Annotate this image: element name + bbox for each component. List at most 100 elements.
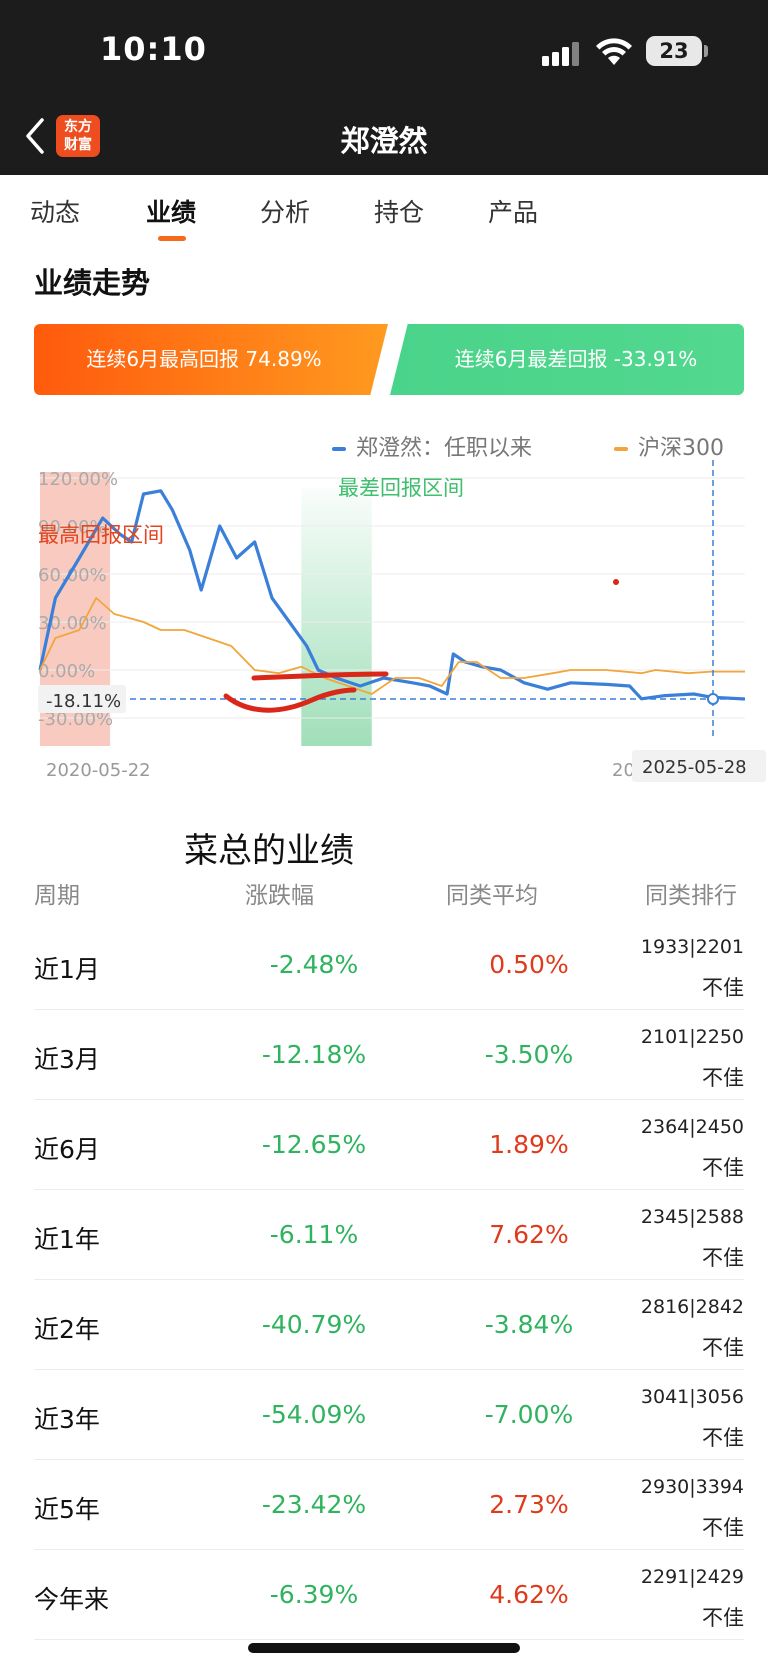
x-partial-label: 20 (612, 760, 635, 781)
index-return-line (39, 597, 745, 695)
legend-manager[interactable]: 郑澄然：任职以来 (332, 430, 532, 462)
tab-holdings[interactable]: 持仓 (374, 198, 425, 227)
rank-cell: 2816|2842 (640, 1296, 744, 1318)
home-indicator[interactable] (248, 1643, 520, 1653)
rank-cell: 2345|2588 (640, 1206, 744, 1228)
rank-verdict-cell: 不佳 (702, 1156, 744, 1180)
best-return-banner[interactable]: 连续6月最高回报 74.89% (34, 324, 388, 395)
rank-cell: 2101|2250 (640, 1026, 744, 1048)
latest-point (707, 692, 719, 705)
red-dot (613, 579, 619, 585)
status-time: 10:10 (100, 30, 207, 68)
category-average-cell: -7.00% (484, 1400, 574, 1429)
change-cell: -12.65% (261, 1130, 367, 1159)
table-row[interactable]: 今年来 -6.39% 4.62% 2291|2429 不佳 (34, 1550, 744, 1640)
table-header: 周期 涨跌幅 同类平均 同类排行 (0, 870, 768, 920)
handwritten-annotation: 菜总的业绩 (184, 831, 354, 871)
rank-cell: 2930|3394 (640, 1476, 744, 1498)
rank-verdict-cell: 不佳 (702, 1516, 744, 1540)
table-row[interactable]: 近1月 -2.48% 0.50% 1933|2201 不佳 (34, 920, 744, 1010)
tab-bar: 动态 业绩 分析 持仓 产品 (0, 175, 768, 245)
period-cell: 近1年 (34, 1225, 100, 1254)
change-cell: -40.79% (261, 1310, 367, 1339)
nav-bar: 东方 财富 郑澄然 (0, 100, 768, 175)
category-average-cell: 2.73% (489, 1490, 569, 1519)
hand-drawn-stroke (223, 687, 357, 713)
tab-dynamics[interactable]: 动态 (30, 198, 81, 227)
rank-cell: 1933|2201 (640, 936, 744, 958)
rank-verdict-cell: 不佳 (702, 1336, 744, 1360)
active-tab-indicator (158, 236, 186, 241)
logo-line-1: 东方 (64, 119, 92, 135)
best-zone-label: 最高回报区间 (38, 523, 164, 547)
tab-analysis[interactable]: 分析 (260, 198, 311, 227)
rank-verdict-cell: 不佳 (702, 1426, 744, 1450)
worst-return-banner[interactable]: 连续6月最差回报 -33.91% (390, 324, 744, 395)
category-average-cell: 4.62% (489, 1580, 569, 1609)
table-row[interactable]: 近3年 -54.09% -7.00% 3041|3056 不佳 (34, 1370, 744, 1460)
y-tick-label: 0.00% (38, 661, 95, 682)
cellular-signal-icon (542, 42, 579, 66)
legend-label-index: 沪深300 (638, 436, 724, 461)
y-tick-label: 120.00% (38, 469, 118, 490)
header-category-rank: 同类排行 (645, 883, 737, 909)
change-cell: -6.39% (269, 1580, 359, 1609)
table-row[interactable]: 近1年 -6.11% 7.62% 2345|2588 不佳 (34, 1190, 744, 1280)
legend-index[interactable]: 沪深300 (614, 430, 724, 462)
legend-swatch-manager (332, 447, 346, 451)
y-tick-label: 30.00% (38, 613, 107, 634)
change-cell: -54.09% (261, 1400, 367, 1429)
period-cell: 近1月 (34, 955, 100, 984)
rank-cell: 2291|2429 (640, 1566, 744, 1588)
worst-return-zone (301, 488, 372, 746)
performance-chart[interactable]: 120.00% 90.00% 60.00% 30.00% 0.00% -30.00% 最差… (0, 460, 768, 830)
x-end-label: 2025-05-28 (642, 757, 747, 778)
rank-cell: 2364|2450 (640, 1116, 744, 1138)
chevron-left-icon[interactable] (22, 116, 48, 156)
category-average-cell: -3.50% (484, 1040, 574, 1069)
y-tick-label: -30.00% (38, 709, 113, 730)
category-average-cell: -3.84% (484, 1310, 574, 1339)
rank-verdict-cell: 不佳 (702, 1606, 744, 1630)
status-bar: 10:10 23 (0, 0, 768, 100)
category-average-cell: 7.62% (489, 1220, 569, 1249)
table-row[interactable]: 近2年 -40.79% -3.84% 2816|2842 不佳 (34, 1280, 744, 1370)
change-cell: -6.11% (269, 1220, 359, 1249)
change-cell: -12.18% (261, 1040, 367, 1069)
period-cell: 今年来 (34, 1585, 110, 1614)
rank-verdict-cell: 不佳 (702, 976, 744, 1000)
wifi-icon (596, 38, 632, 65)
latest-value-label: -18.11% (46, 691, 121, 712)
battery-icon: 23 (646, 36, 702, 66)
change-cell: -2.48% (269, 950, 359, 979)
tab-performance[interactable]: 业绩 (146, 198, 197, 227)
app-logo: 东方 财富 (56, 115, 100, 157)
hand-drawn-stroke (251, 671, 389, 681)
period-cell: 近3年 (34, 1405, 100, 1434)
page-title: 郑澄然 (340, 124, 428, 158)
table-row[interactable]: 近5年 -23.42% 2.73% 2930|3394 不佳 (34, 1460, 744, 1550)
y-tick-label: 90.00% (38, 517, 107, 538)
period-cell: 近2年 (34, 1315, 100, 1344)
header-category-average: 同类平均 (446, 883, 538, 909)
manager-return-line (38, 489, 746, 701)
latest-value-badge (38, 684, 126, 713)
change-cell: -23.42% (261, 1490, 367, 1519)
header-period: 周期 (34, 883, 80, 909)
worst-zone-label: 最差回报区间 (338, 476, 464, 500)
rank-cell: 3041|3056 (640, 1386, 744, 1408)
category-average-cell: 0.50% (489, 950, 569, 979)
table-row[interactable]: 近3月 -12.18% -3.50% 2101|2250 不佳 (34, 1010, 744, 1100)
legend-swatch-index (614, 447, 628, 451)
tab-products[interactable]: 产品 (488, 198, 539, 227)
rank-verdict-cell: 不佳 (702, 1066, 744, 1090)
section-title: 业绩走势 (34, 266, 151, 300)
category-average-cell: 1.89% (489, 1130, 569, 1159)
x-end-badge (632, 750, 766, 782)
table-row[interactable]: 近6月 -12.65% 1.89% 2364|2450 不佳 (34, 1100, 744, 1190)
logo-line-2: 财富 (64, 137, 92, 153)
header-change: 涨跌幅 (245, 883, 314, 909)
y-tick-label: 60.00% (38, 565, 107, 586)
x-start-label: 2020-05-22 (46, 760, 151, 781)
legend-label-manager: 郑澄然：任职以来 (356, 436, 533, 461)
